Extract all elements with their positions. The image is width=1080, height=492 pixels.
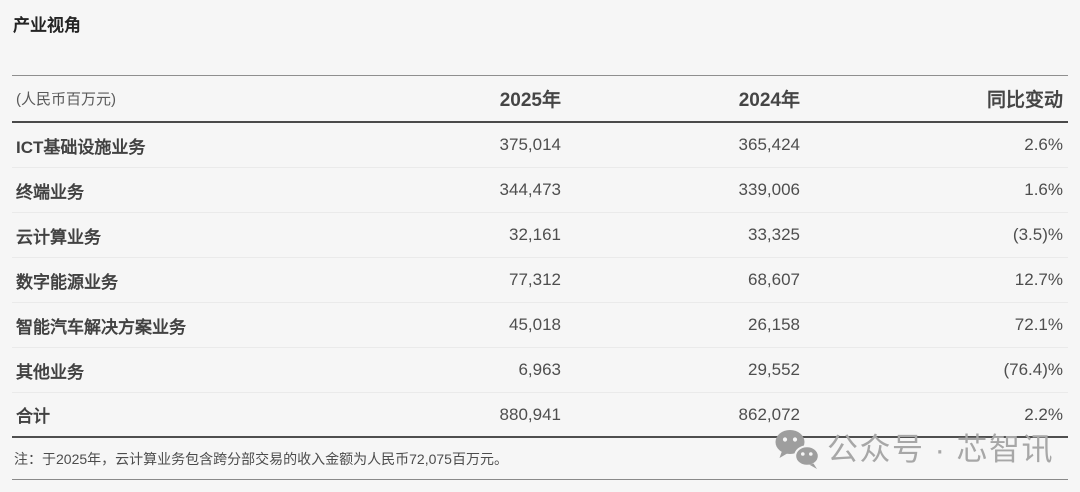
value-yoy: 1.6% [1024,180,1063,199]
footnote-row: 注：于2025年，云计算业务包含跨分部交易的收入金额为人民币72,075百万元。 [12,438,1068,480]
total-2024: 862,072 [738,404,800,424]
value-2025: 77,312 [509,270,561,289]
table-row: 数字能源业务 77,312 68,607 12.7% [12,258,1068,303]
value-2025: 375,014 [499,135,561,154]
table-row: 云计算业务 32,161 33,325 (3.5)% [12,213,1068,258]
wechat-icon [775,430,820,469]
value-2024: 33,325 [748,225,800,244]
row-label: 智能汽车解决方案业务 [16,317,186,337]
table-row: 智能汽车解决方案业务 45,018 26,158 72.1% [12,303,1068,348]
row-label: 终端业务 [16,182,84,202]
col-header-2025: 2025年 [499,90,561,111]
total-yoy: 2.2% [1024,404,1063,424]
footnote: 注：于2025年，云计算业务包含跨分部交易的收入金额为人民币72,075百万元。 [14,450,508,467]
unit-label: (人民币百万元) [16,91,116,108]
value-yoy: 2.6% [1024,135,1063,154]
value-2025: 32,161 [509,225,561,244]
watermark: 公众号 · 芯智讯 [774,428,1054,470]
row-label: ICT基础设施业务 [16,137,146,157]
value-2024: 339,006 [738,180,800,199]
table-row: 其他业务 6,963 29,552 (76.4)% [12,348,1068,393]
value-2025: 6,963 [518,360,561,379]
row-label: 其他业务 [16,362,84,382]
watermark-text: 公众号 · 芯智讯 [827,431,1055,467]
segment-revenue-table: (人民币百万元) 2025年 2024年 同比变动 ICT基础设施业务 375,… [12,75,1068,480]
value-2024: 365,424 [738,135,800,154]
total-label: 合计 [16,407,50,426]
value-2024: 26,158 [748,315,800,334]
col-header-yoy: 同比变动 [986,90,1063,111]
value-2024: 29,552 [748,360,800,379]
value-yoy: (76.4)% [1003,360,1063,379]
value-2025: 344,473 [499,180,561,199]
value-yoy: (3.5)% [1012,225,1063,244]
value-yoy: 12.7% [1014,270,1063,289]
table-row: 终端业务 344,473 339,006 1.6% [12,168,1068,213]
table-header-row: (人民币百万元) 2025年 2024年 同比变动 [12,75,1068,123]
value-2024: 68,607 [748,270,800,289]
row-label: 云计算业务 [16,227,101,247]
table-row: ICT基础设施业务 375,014 365,424 2.6% [12,123,1068,168]
total-2025: 880,941 [499,404,561,424]
value-2025: 45,018 [509,315,561,334]
page-title: 产业视角 [13,16,81,35]
value-yoy: 72.1% [1014,315,1063,334]
row-label: 数字能源业务 [16,272,118,292]
table-total-row: 合计 880,941 862,072 2.2% [12,393,1068,438]
col-header-2024: 2024年 [738,90,800,111]
